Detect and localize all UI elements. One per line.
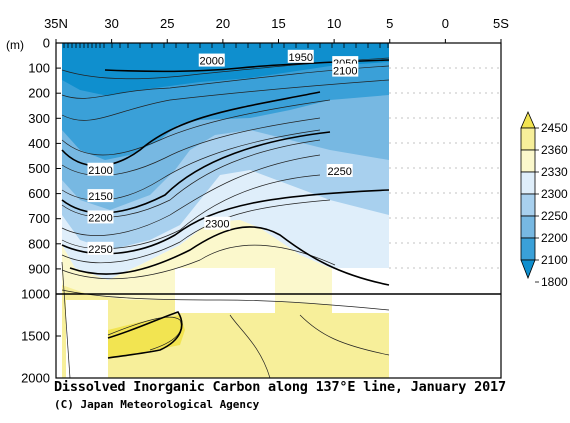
chart-credit: (C) Japan Meteorological Agency <box>54 398 260 411</box>
contour-label: 1950 <box>289 52 313 64</box>
contour-label-bg <box>87 210 114 224</box>
contour-line <box>61 261 71 378</box>
colorbar-label: 2360 <box>541 143 568 157</box>
nodata-mask-2 <box>332 268 389 313</box>
y-tick-label: 1500 <box>21 329 50 344</box>
colorbar: 2450 2360 2330 2300 2250 2200 2100 1800 <box>520 111 568 289</box>
contour-label-bg <box>87 189 114 203</box>
colorbar-segment <box>520 149 536 173</box>
x-tick-label: 5 <box>386 16 393 31</box>
colorbar-top-arrow <box>520 111 536 129</box>
contour-label: 2200 <box>88 212 112 224</box>
colorbar-segment <box>520 171 536 195</box>
contour-label-bg <box>198 53 225 67</box>
x-tick-label: 30 <box>104 16 118 31</box>
station-markers <box>63 43 389 48</box>
contour-label-bg <box>287 49 314 63</box>
contour-line <box>61 289 390 311</box>
x-tick-label: 35N <box>44 16 68 31</box>
contour-label: 2000 <box>200 56 224 68</box>
contour-line <box>61 199 331 264</box>
y-tick-label: 700 <box>28 211 50 226</box>
colorbar-label: 1800 <box>541 275 568 289</box>
x-tick-label: 0 <box>442 16 449 31</box>
contour-label: 2100 <box>88 165 112 177</box>
y-tick-label: 500 <box>28 161 50 176</box>
depth-gridlines <box>389 67 501 269</box>
contour-label-bg <box>204 216 231 230</box>
x-axis: 35N 30 25 20 15 10 5 0 5S <box>44 16 509 43</box>
colorbar-bottom-arrow <box>520 259 536 280</box>
y-unit-label: (m) <box>6 38 24 52</box>
bold-contour-2360 <box>107 311 183 359</box>
x-tick-label: 15 <box>271 16 285 31</box>
contour-label-bg <box>332 63 359 77</box>
bold-contour-2100 <box>61 91 321 167</box>
contour-fills <box>62 43 501 378</box>
colorbar-label: 2300 <box>541 187 568 201</box>
colorbar-segment <box>520 193 536 217</box>
contour-line <box>61 154 321 236</box>
colorbar-label: 2200 <box>541 231 568 245</box>
y-tick-label: 900 <box>28 261 50 276</box>
colorbar-segment <box>520 237 536 261</box>
contour-label: 2250 <box>88 244 112 256</box>
y-tick-label: 300 <box>28 111 50 126</box>
y-tick-label: 1000 <box>21 287 50 302</box>
contour-line <box>61 65 390 99</box>
contour-line <box>61 79 390 121</box>
y-tick-label: 400 <box>28 136 50 151</box>
contour-label-bg <box>87 241 114 255</box>
contour-line <box>61 244 336 280</box>
colorbar-segment <box>520 215 536 239</box>
y-tick-label: 600 <box>28 186 50 201</box>
colorbar-segment <box>520 127 536 151</box>
colorbar-label: 2450 <box>541 121 568 135</box>
x-tick-label: 25 <box>160 16 174 31</box>
nodata-mask-1 <box>175 268 275 313</box>
chart-caption: Dissolved Inorganic Carbon along 137°E l… <box>54 379 506 395</box>
contour-line <box>107 316 182 351</box>
contour-line <box>61 99 331 156</box>
contour-label: 2100 <box>333 66 357 78</box>
fill-2330-2360 <box>62 285 389 378</box>
contour-label-bg <box>326 164 353 178</box>
contour-label: 2150 <box>88 191 112 203</box>
x-tick-label: 20 <box>216 16 230 31</box>
y-tick-label: 0 <box>43 36 50 51</box>
x-tick-label: 5S <box>493 16 509 31</box>
y-tick-label: 200 <box>28 86 50 101</box>
contour-line <box>229 314 271 378</box>
contour-line <box>299 314 390 356</box>
contour-label-bg <box>87 162 114 176</box>
nodata-mask-3 <box>66 300 108 378</box>
colorbar-label: 2100 <box>541 253 568 267</box>
contour-label: 2250 <box>327 166 351 178</box>
x-tick-label: 10 <box>327 16 341 31</box>
contour-label: 2300 <box>205 219 229 231</box>
y-tick-label: 100 <box>28 61 50 76</box>
y-tick-label: 2000 <box>21 371 50 386</box>
y-tick-label: 800 <box>28 236 50 251</box>
colorbar-label: 2330 <box>541 165 568 179</box>
colorbar-label: 2250 <box>541 209 568 223</box>
nodata-mask-east <box>389 43 501 378</box>
contour-labels: 1950200020502100210021502200225022502300 <box>87 49 359 256</box>
y-axis: 0 100 200 300 400 500 600 700 800 900 1000 1500 2000 <box>21 36 61 386</box>
bold-contour-2300 <box>69 226 390 286</box>
